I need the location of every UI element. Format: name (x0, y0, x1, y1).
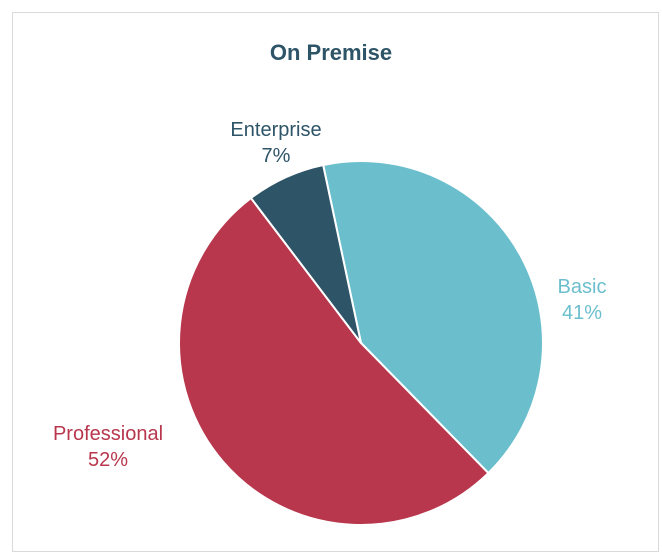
pie-labels: Basic 41% Professional 52% Enterprise 7% (53, 119, 606, 471)
slice-label-enterprise-name: Enterprise (230, 119, 321, 141)
slice-label-basic-value: 41% (562, 302, 602, 324)
pie-slice-enterprise (249, 163, 362, 344)
slice-label-basic-name: Basic (558, 276, 607, 298)
chart-title: On Premise (269, 40, 393, 65)
pie-slice-basic (321, 160, 544, 475)
pie-slices (178, 160, 544, 526)
slice-label-professional-name: Professional (53, 423, 163, 445)
slice-label-enterprise-value: 7% (262, 145, 291, 167)
pie-slice-professional (178, 196, 490, 526)
slice-label-professional-value: 52% (88, 449, 128, 471)
